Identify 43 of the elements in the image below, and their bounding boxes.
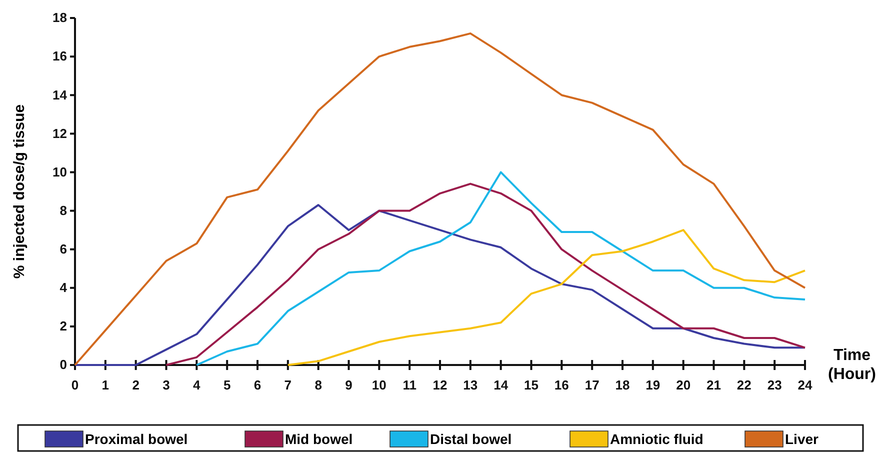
y-tick-label: 16 [52,48,67,64]
x-tick-label: 1 [102,378,110,393]
x-tick-label: 2 [132,378,140,393]
legend-label: Mid bowel [285,431,353,447]
y-tick-label: 10 [52,164,67,180]
y-tick-label: 8 [60,202,67,218]
x-tick-label: 15 [524,378,538,393]
y-axis-title: % injected dose/g tissue [11,104,28,279]
x-tick-label: 9 [345,378,352,393]
x-tick-label: 10 [372,378,386,393]
x-tick-label: 18 [615,378,630,393]
x-tick-label: 23 [767,378,782,393]
legend-label: Distal bowel [430,431,512,447]
legend-label: Liver [785,431,820,447]
x-tick-label: 24 [798,378,813,393]
x-tick-label: 17 [584,378,600,393]
x-tick-label: 11 [402,378,416,393]
x-tick-label: 4 [193,378,202,393]
x-tick-label: 3 [162,378,170,393]
x-tick-label: 13 [463,378,478,393]
y-tick-label: 0 [60,357,67,372]
x-tick-label: 6 [254,378,262,393]
y-tick-label: 2 [60,318,67,334]
y-tick-label: 6 [60,241,67,256]
line-series [286,229,806,366]
x-tick-label: 8 [314,378,322,393]
y-tick-label: 18 [52,10,67,26]
x-tick-label: 7 [284,378,292,393]
y-tick-label: 14 [52,87,68,102]
y-tick-label: 4 [60,280,68,296]
x-tick-label: 19 [646,378,660,393]
x-tick-label: 0 [71,378,79,393]
x-tick-label: 14 [494,378,509,393]
x-axis-title: Time (Hour) [828,347,876,384]
x-tick-label: 12 [432,378,448,393]
legend-label: Amniotic fluid [610,431,704,447]
legend-label: Proximal bowel [85,431,188,447]
x-tick-label: 5 [223,378,231,393]
y-tick-label: 12 [52,126,67,141]
x-tick-label: 21 [706,378,721,393]
x-tick-label: 16 [554,378,569,393]
x-tick-label: 20 [676,378,691,393]
x-tick-label: 22 [736,378,752,393]
